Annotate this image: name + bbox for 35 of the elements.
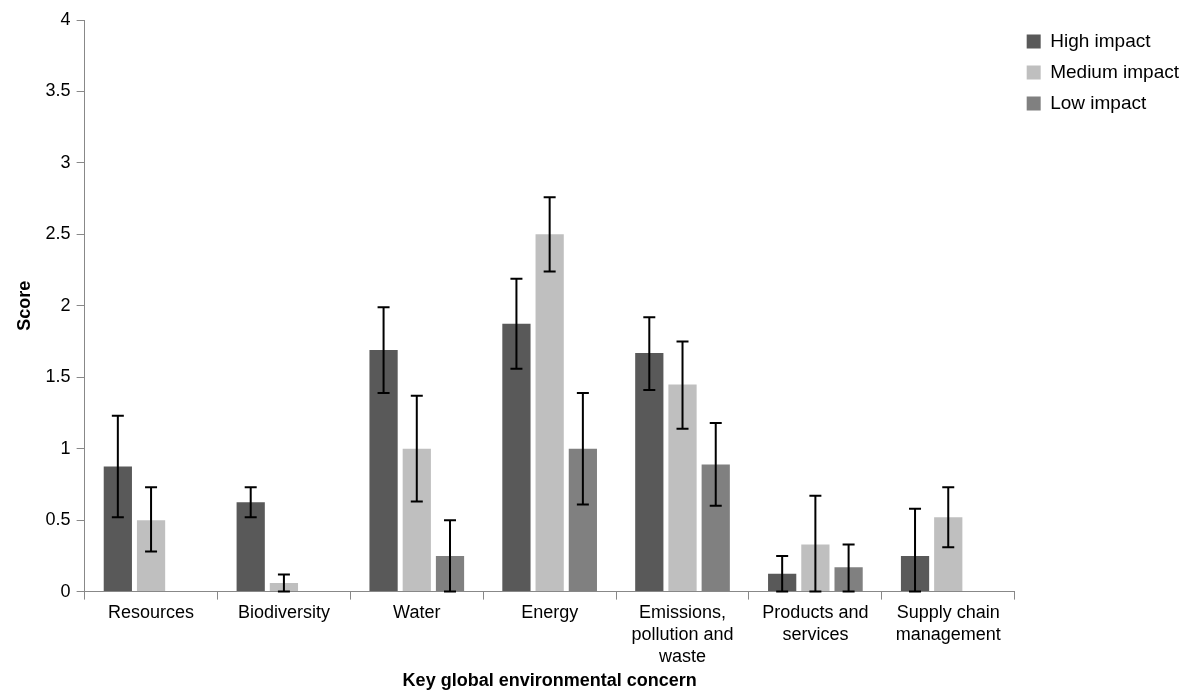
y-tick-label: 1 [60,437,71,458]
legend-label: Medium impact [1050,60,1180,82]
x-tick-label: Supply chain management [895,602,1001,644]
bar [402,448,431,592]
y-axis-title: Score [13,280,34,331]
y-tick-label: 2.5 [45,223,71,244]
bar [668,384,697,592]
y-tick-label: 2 [60,294,71,315]
bar [934,517,963,592]
bar [635,352,664,592]
x-tick-label: Emissions, pollution and waste [631,602,734,666]
y-tick-label: 1.5 [45,366,71,387]
x-tick-label: Water [393,602,441,623]
bar [369,350,398,592]
y-tick-label: 3 [60,151,71,172]
y-tick-label: 0.5 [45,509,71,530]
x-tick-label: Biodiversity [237,602,330,623]
bar [236,502,265,592]
y-tick-label: 3.5 [45,80,71,101]
bar [269,583,299,592]
legend-label: Low impact [1050,91,1147,113]
bar [103,466,132,592]
x-tick-label: Energy [521,602,579,623]
x-axis-title: Key global environmental concern [402,670,697,691]
bar [502,323,531,592]
x-tick-label: Resources [108,602,195,623]
legend-label: High impact [1050,29,1152,51]
x-tick-label: Products and services [762,602,869,644]
y-tick-label: 4 [60,8,71,29]
bar [535,234,564,592]
y-tick-label: 0 [60,580,71,601]
bar [768,573,797,592]
bar [136,520,166,592]
bar [801,544,830,592]
bar [900,555,930,592]
